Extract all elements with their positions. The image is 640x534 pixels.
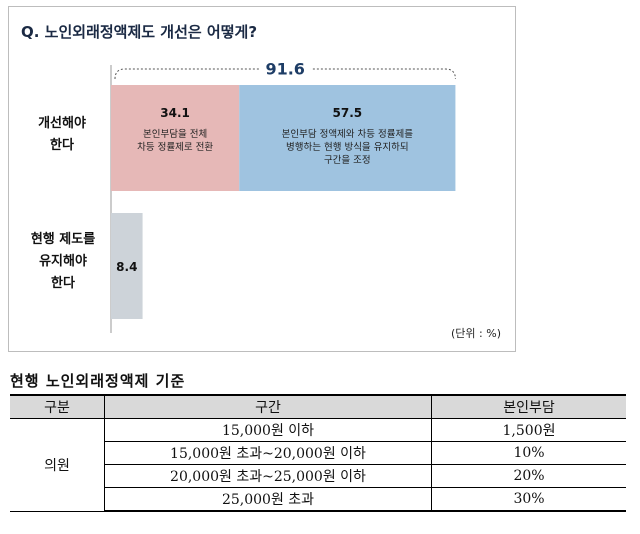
bar-description-label: 본인부담을 전체 — [143, 128, 207, 140]
range-cell: 15,000원 초과~20,000원 이하 — [104, 441, 432, 465]
bar-value-label: 57.5 — [333, 106, 363, 120]
range-cell: 25,000원 초과 — [104, 487, 432, 512]
table-header-row: 구분 구간 본인부담 — [10, 394, 626, 419]
bar-description-label: 병행하는 현행 방식을 유지하되 — [286, 141, 409, 153]
range-cell: 20,000원 초과~25,000원 이하 — [104, 464, 432, 488]
charge-cell: 10% — [431, 441, 626, 465]
bar-description-label: 구간을 조정 — [324, 155, 371, 166]
table-row: 20,000원 초과~25,000원 이하 20% — [10, 464, 626, 488]
total-value-label: 91.6 — [265, 60, 304, 79]
charge-cell: 20% — [431, 464, 626, 488]
table-title: 현행 노인외래정액제 기준 — [10, 372, 186, 390]
header-range: 구간 — [104, 394, 432, 419]
bar-segment — [239, 85, 456, 191]
unit-label: (단위 : %) — [451, 327, 501, 340]
category-label-maintain: 현행 제도를 유지해야 한다 — [30, 232, 96, 291]
table-row: 25,000원 초과 30% — [10, 487, 626, 512]
total-label-background — [259, 52, 311, 75]
bar-segment — [111, 213, 143, 319]
bar-segment — [111, 85, 240, 191]
charge-cell: 30% — [431, 487, 626, 512]
chart-title: Q. 노인외래정액제도 개선은 어떻게? — [21, 23, 258, 41]
table-row: 의원 15,000원 이하 1,500원 — [10, 418, 626, 512]
bar-description-label: 본인부담 정액제와 차등 정률제를 — [282, 128, 414, 140]
range-cell: 15,000원 이하 — [104, 418, 432, 442]
bar-value-label: 34.1 — [160, 106, 190, 120]
charge-cell: 1,500원 — [431, 418, 626, 442]
header-category: 구분 — [10, 394, 105, 419]
bar-description-label: 차등 정률제로 전환 — [137, 141, 213, 153]
header-charge: 본인부담 — [431, 394, 626, 419]
copay-standard-table: 구분 구간 본인부담 의원 15,000원 이하 1,500원 15,000원 … — [10, 394, 626, 512]
category-cell: 의원 — [10, 418, 105, 512]
bar-value-label: 8.4 — [116, 260, 137, 274]
chart-panel: Q. 노인외래정액제도 개선은 어떻게? 개선해야 한다 현행 제도를 유지해야… — [8, 6, 516, 352]
table-row: 15,000원 초과~20,000원 이하 10% — [10, 441, 626, 465]
category-label-improve: 개선해야 한다 — [38, 116, 86, 153]
